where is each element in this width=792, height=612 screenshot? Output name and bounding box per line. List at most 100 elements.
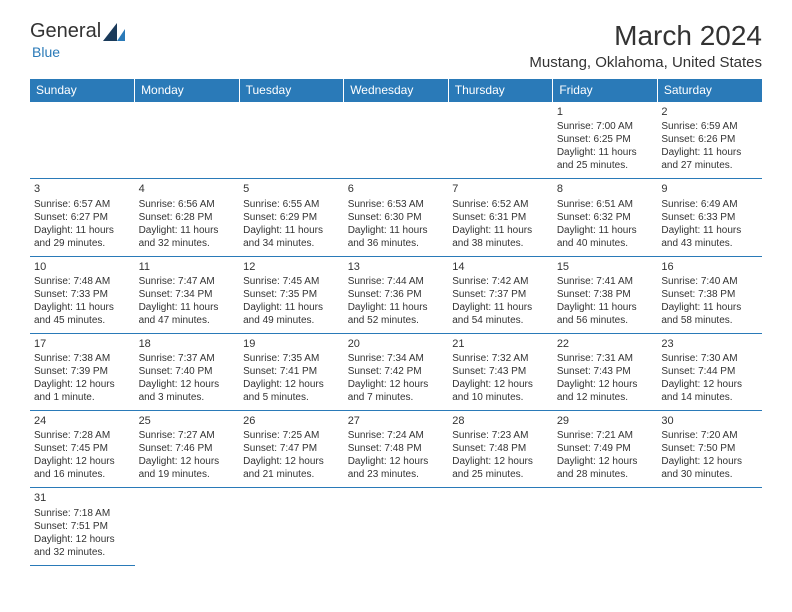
cell-line: Daylight: 12 hours: [452, 378, 549, 391]
day-number: 27: [348, 414, 445, 428]
cell-line: and 12 minutes.: [557, 391, 654, 404]
cell-line: Daylight: 12 hours: [34, 533, 131, 546]
day-number: 3: [34, 182, 131, 196]
cell-line: Daylight: 11 hours: [661, 224, 758, 237]
cell-line: and 47 minutes.: [139, 314, 236, 327]
day-number: 18: [139, 337, 236, 351]
calendar-cell: [135, 488, 240, 565]
cell-line: Sunset: 7:42 PM: [348, 365, 445, 378]
cell-line: and 32 minutes.: [139, 237, 236, 250]
calendar-body: 1Sunrise: 7:00 AMSunset: 6:25 PMDaylight…: [30, 102, 762, 566]
calendar-row: 31Sunrise: 7:18 AMSunset: 7:51 PMDayligh…: [30, 488, 762, 565]
logo-general-text: Genera: [30, 20, 97, 43]
calendar-cell: [448, 102, 553, 179]
calendar-row: 24Sunrise: 7:28 AMSunset: 7:45 PM Dayligh…: [30, 411, 762, 488]
cell-line: and 5 minutes.: [243, 391, 340, 404]
calendar-row: 3Sunrise: 6:57 AMSunset: 6:27 PMDaylight…: [30, 179, 762, 256]
month-title: March 2024: [529, 20, 762, 52]
calendar-cell: [344, 488, 449, 565]
cell-line: and 21 minutes.: [243, 468, 340, 481]
cell-line: Sunrise: 7:44 AM: [348, 275, 445, 288]
calendar-cell: 12Sunrise: 7:45 AMSunset: 7:35 PMDayligh…: [239, 256, 344, 333]
cell-line: Sunrise: 7:20 AM: [661, 429, 758, 442]
calendar-cell: [344, 102, 449, 179]
cell-line: and 43 minutes.: [661, 237, 758, 250]
cell-line: Sunrise: 7:45 AM: [243, 275, 340, 288]
calendar-cell: 2Sunrise: 6:59 AMSunset: 6:26 PMDaylight…: [657, 102, 762, 179]
calendar-header-row: Sunday Monday Tuesday Wednesday Thursday…: [30, 79, 762, 102]
day-number: 29: [557, 414, 654, 428]
day-header: Sunday: [30, 79, 135, 102]
cell-line: Sunrise: 7:48 AM: [34, 275, 131, 288]
calendar-cell: 25Sunrise: 7:27 AMSunset: 7:46 PMDayligh…: [135, 411, 240, 488]
cell-line: Daylight: 11 hours: [139, 224, 236, 237]
calendar-cell: 31Sunrise: 7:18 AMSunset: 7:51 PMDayligh…: [30, 488, 135, 565]
cell-line: Sunrise: 7:18 AM: [34, 507, 131, 520]
cell-line: Sunset: 6:27 PM: [34, 211, 131, 224]
cell-line: and 34 minutes.: [243, 237, 340, 250]
cell-line: Daylight: 11 hours: [348, 224, 445, 237]
cell-line: and 27 minutes.: [661, 159, 758, 172]
cell-line: Daylight: 12 hours: [139, 378, 236, 391]
cell-line: Sunset: 6:30 PM: [348, 211, 445, 224]
day-number: 24: [34, 414, 131, 428]
day-number: 26: [243, 414, 340, 428]
calendar-cell: 7Sunrise: 6:52 AMSunset: 6:31 PMDaylight…: [448, 179, 553, 256]
cell-line: Sunrise: 7:21 AM: [557, 429, 654, 442]
logo: General: [30, 20, 125, 43]
day-header: Saturday: [657, 79, 762, 102]
calendar-cell: 9Sunrise: 6:49 AMSunset: 6:33 PMDaylight…: [657, 179, 762, 256]
cell-line: Sunset: 7:45 PM: [34, 442, 131, 455]
cell-line: and 3 minutes.: [139, 391, 236, 404]
day-number: 15: [557, 260, 654, 274]
cell-line: Sunset: 7:35 PM: [243, 288, 340, 301]
day-number: 7: [452, 182, 549, 196]
cell-line: Sunrise: 7:38 AM: [34, 352, 131, 365]
cell-line: Sunrise: 7:32 AM: [452, 352, 549, 365]
cell-line: Sunset: 7:43 PM: [557, 365, 654, 378]
cell-line: Sunrise: 6:59 AM: [661, 120, 758, 133]
cell-line: Sunrise: 6:53 AM: [348, 198, 445, 211]
cell-line: Daylight: 11 hours: [452, 224, 549, 237]
day-number: 1: [557, 105, 654, 119]
cell-line: Sunset: 7:37 PM: [452, 288, 549, 301]
cell-line: and 36 minutes.: [348, 237, 445, 250]
cell-line: Sunset: 7:43 PM: [452, 365, 549, 378]
calendar-cell: [657, 488, 762, 565]
day-number: 14: [452, 260, 549, 274]
cell-line: and 23 minutes.: [348, 468, 445, 481]
calendar-cell: [239, 488, 344, 565]
calendar-row: 17Sunrise: 7:38 AMSunset: 7:39 PMDayligh…: [30, 333, 762, 410]
day-number: 31: [34, 491, 131, 505]
day-number: 17: [34, 337, 131, 351]
day-header: Tuesday: [239, 79, 344, 102]
calendar-cell: 1Sunrise: 7:00 AMSunset: 6:25 PMDaylight…: [553, 102, 658, 179]
cell-line: and 30 minutes.: [661, 468, 758, 481]
cell-line: Sunset: 7:38 PM: [661, 288, 758, 301]
cell-line: Daylight: 12 hours: [34, 378, 131, 391]
cell-line: and 25 minutes.: [452, 468, 549, 481]
cell-line: Sunset: 6:29 PM: [243, 211, 340, 224]
cell-line: and 16 minutes.: [34, 468, 131, 481]
cell-line: Daylight: 11 hours: [557, 301, 654, 314]
calendar-cell: 4Sunrise: 6:56 AMSunset: 6:28 PMDaylight…: [135, 179, 240, 256]
cell-line: Sunrise: 7:34 AM: [348, 352, 445, 365]
cell-line: Daylight: 11 hours: [661, 301, 758, 314]
cell-line: Sunset: 6:28 PM: [139, 211, 236, 224]
location-text: Mustang, Oklahoma, United States: [529, 54, 762, 71]
cell-line: and 7 minutes.: [348, 391, 445, 404]
cell-line: Daylight: 12 hours: [452, 455, 549, 468]
cell-line: Sunrise: 7:30 AM: [661, 352, 758, 365]
cell-line: Daylight: 12 hours: [661, 378, 758, 391]
calendar-table: Sunday Monday Tuesday Wednesday Thursday…: [30, 79, 762, 566]
cell-line: Sunset: 7:40 PM: [139, 365, 236, 378]
cell-line: Sunrise: 7:47 AM: [139, 275, 236, 288]
day-number: 9: [661, 182, 758, 196]
cell-line: Sunset: 7:48 PM: [452, 442, 549, 455]
cell-line: Sunrise: 7:28 AM: [34, 429, 131, 442]
calendar-cell: [135, 102, 240, 179]
cell-line: Sunrise: 6:52 AM: [452, 198, 549, 211]
calendar-cell: 24Sunrise: 7:28 AMSunset: 7:45 PMDayligh…: [30, 411, 135, 488]
cell-line: Sunrise: 7:40 AM: [661, 275, 758, 288]
cell-line: Sunrise: 7:27 AM: [139, 429, 236, 442]
